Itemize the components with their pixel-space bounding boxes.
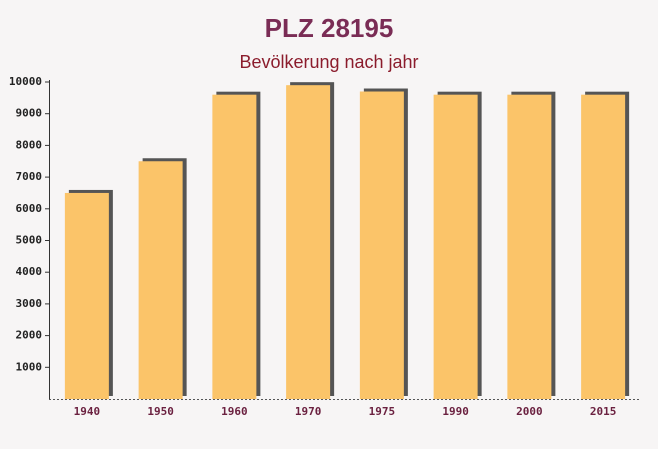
bar — [581, 94, 626, 400]
x-tick-label: 2015 — [590, 405, 617, 418]
y-tick-label: 6000 — [16, 202, 43, 215]
x-tick-label: 1970 — [295, 405, 322, 418]
x-tick-label: 2000 — [516, 405, 543, 418]
bar — [507, 94, 552, 400]
x-tick-label: 1990 — [442, 405, 469, 418]
y-tick-label: 7000 — [16, 170, 43, 183]
y-tick-label: 10000 — [9, 75, 42, 88]
bar — [212, 94, 257, 400]
y-tick-label: 5000 — [16, 234, 43, 247]
y-tick-label: 8000 — [16, 138, 43, 151]
x-tick-label: 1960 — [221, 405, 248, 418]
bar — [359, 91, 404, 399]
bar — [433, 94, 478, 400]
y-tick-label: 3000 — [16, 297, 43, 310]
bar — [138, 161, 183, 399]
x-tick-label: 1975 — [369, 405, 396, 418]
y-tick-label: 4000 — [16, 265, 43, 278]
x-tick-label: 1950 — [147, 405, 174, 418]
bar — [286, 85, 331, 400]
bar — [64, 192, 109, 399]
y-tick-label: 9000 — [16, 107, 43, 120]
x-tick-label: 1940 — [74, 405, 101, 418]
y-tick-label: 2000 — [16, 329, 43, 342]
y-tick-label: 1000 — [16, 360, 43, 373]
chart-title: PLZ 28195 — [265, 13, 394, 43]
chart-subtitle: Bevölkerung nach jahr — [239, 52, 418, 72]
